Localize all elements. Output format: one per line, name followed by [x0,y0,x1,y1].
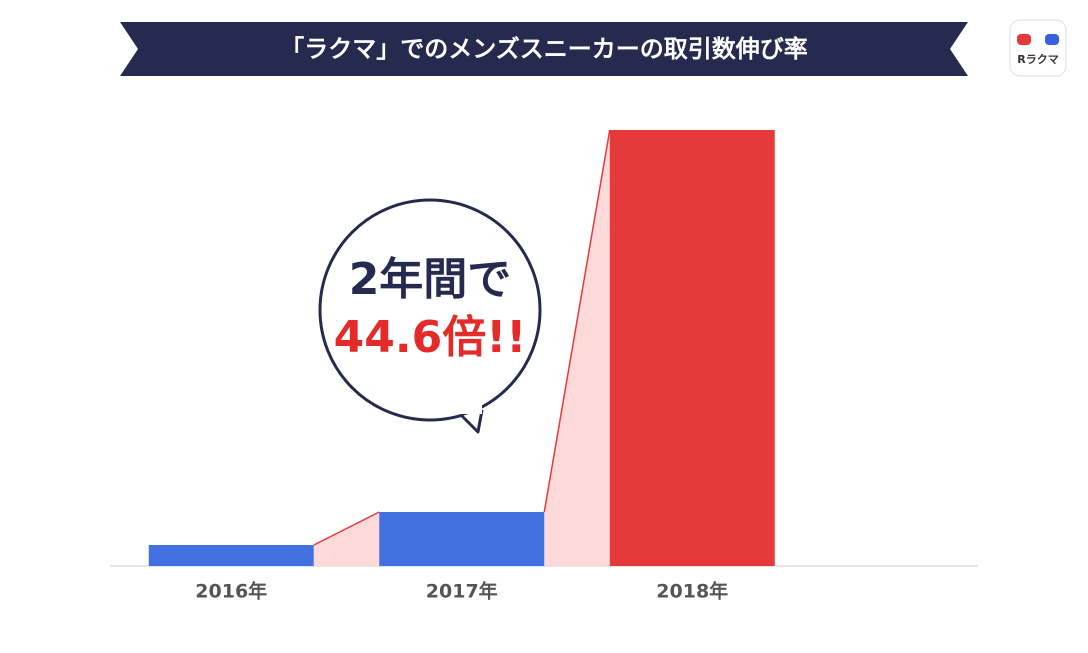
x-tick-label: 2018年 [656,580,728,603]
bar [609,130,775,566]
x-tick-label: 2017年 [426,580,498,603]
annotation: 44.6倍!! [334,312,527,363]
connector-edge [543,129,611,513]
chart-title: 「ラクマ」でのメンズスニーカーの取引数伸び率 [280,35,808,63]
title-banner [120,22,968,76]
x-tick-label: 2016年 [195,580,267,603]
plot: 2016年 2017年 2018年 [148,129,775,603]
callout-tail-mask [460,404,482,414]
connector [313,512,380,566]
bar [379,512,545,566]
connector-edge [313,511,380,546]
callout [318,198,542,422]
bar [148,545,314,566]
logo-icon [1017,34,1031,45]
connector [544,130,610,566]
logo-icon [1045,34,1059,45]
logo-box [1009,19,1067,77]
logo-text: Rラクマ [1017,53,1058,66]
annotation: 2年間で [349,254,512,305]
callout-tail [460,409,484,434]
